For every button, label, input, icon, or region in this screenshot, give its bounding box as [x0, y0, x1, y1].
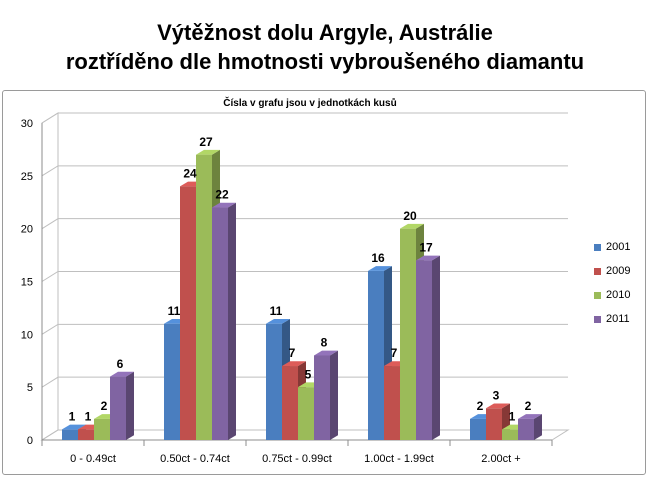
chart-main-title-line-2: roztříděno dle hmotnosti vybroušeného di… — [65, 49, 585, 74]
data-label: 1 — [85, 410, 92, 424]
bar-front — [470, 418, 486, 440]
bar-top — [518, 414, 542, 419]
legend-label: 2011 — [606, 313, 630, 325]
legend-label: 2010 — [606, 289, 631, 301]
data-label: 24 — [183, 167, 197, 181]
bar-top — [196, 149, 220, 155]
bar-top — [110, 371, 134, 377]
bar — [518, 414, 542, 440]
bar-front — [164, 323, 180, 440]
x-tick-label: 0 - 0.49ct — [70, 453, 116, 465]
gridline — [41, 218, 568, 230]
bar-top — [282, 361, 306, 367]
gridline — [41, 271, 568, 282]
bar-front — [486, 408, 502, 440]
legend-item: 2001 — [594, 240, 646, 264]
data-label: 20 — [403, 209, 417, 223]
data-label: 5 — [305, 367, 312, 381]
y-tick-label: 5 — [27, 382, 33, 394]
data-label: 22 — [215, 188, 229, 202]
data-label: 2 — [477, 399, 484, 413]
data-label: 7 — [391, 346, 398, 360]
bar-front — [368, 270, 384, 440]
bar-side — [534, 414, 542, 440]
bar-front — [384, 366, 400, 440]
y-tick-label: 30 — [21, 118, 33, 130]
bar-front — [416, 260, 432, 440]
bar-top — [400, 223, 424, 229]
legend-swatch — [594, 292, 601, 299]
data-label: 2 — [525, 399, 532, 413]
bar-front — [502, 429, 518, 440]
bar-side — [330, 350, 338, 440]
data-label: 8 — [321, 336, 328, 350]
bar-front — [400, 228, 416, 440]
legend-item: 2011 — [594, 312, 646, 336]
data-label: 16 — [371, 251, 385, 265]
y-tick-label: 0 — [27, 435, 33, 447]
y-tick-label: 20 — [21, 224, 33, 236]
bar-front — [266, 323, 282, 440]
bar-top — [368, 266, 392, 271]
bar-front — [196, 154, 212, 440]
legend-label: 2009 — [606, 265, 631, 277]
data-label: 1 — [69, 410, 76, 424]
data-label: 17 — [419, 241, 433, 255]
bar-top — [486, 403, 510, 409]
bar-top — [416, 255, 440, 261]
x-tick-label: 2.00ct + — [481, 453, 520, 465]
legend-swatch — [594, 244, 601, 251]
bar-side — [126, 371, 134, 440]
x-tick-label: 0.50ct - 0.74ct — [160, 453, 230, 465]
legend-item: 2010 — [594, 288, 646, 312]
y-tick-label: 15 — [21, 277, 33, 289]
bar-front — [94, 418, 110, 440]
bar-front — [62, 429, 78, 440]
bar-front — [518, 418, 534, 440]
bar-top — [266, 318, 290, 324]
bar-side — [228, 202, 236, 440]
y-tick-label: 10 — [21, 329, 33, 341]
bar-front — [212, 207, 228, 440]
bar-top — [62, 424, 86, 430]
bar-front — [314, 355, 330, 440]
gridline — [41, 323, 568, 335]
data-label: 7 — [289, 346, 296, 360]
x-tick-label: 1.00ct - 1.99ct — [364, 453, 434, 465]
chart-main-title-line-1: Výtěžnost dolu Argyle, Austrálie — [157, 20, 493, 45]
data-label: 2 — [101, 399, 108, 413]
bar — [314, 350, 338, 440]
legend-label: 2001 — [606, 241, 631, 253]
data-label: 1 — [509, 410, 516, 424]
y-tick-label: 25 — [21, 171, 33, 183]
bar-top — [212, 202, 236, 208]
gridline — [41, 165, 568, 177]
bar — [416, 255, 440, 440]
bar — [212, 202, 236, 440]
bar-top — [314, 350, 338, 356]
data-label: 3 — [493, 389, 500, 403]
legend-swatch — [594, 316, 601, 323]
x-tick-label: 0.75ct - 0.99ct — [262, 453, 332, 465]
data-label: 11 — [168, 304, 181, 318]
chart-subtitle: Čísla v grafu jsou v jednotkách kusů — [223, 96, 396, 109]
data-label: 11 — [270, 304, 283, 318]
bar-front — [282, 366, 298, 440]
data-label: 27 — [199, 135, 213, 149]
bar — [110, 371, 134, 440]
legend-item: 2009 — [594, 264, 646, 288]
gridline — [41, 112, 568, 124]
data-label: 6 — [117, 357, 124, 371]
bar-side — [432, 255, 440, 440]
bar-front — [298, 387, 314, 440]
legend-swatch — [594, 268, 601, 275]
bar-front — [78, 429, 94, 440]
bar-front — [110, 376, 126, 440]
bar-front — [180, 186, 196, 440]
chart-legend: 2001 2009 2010 2011 — [594, 240, 646, 336]
